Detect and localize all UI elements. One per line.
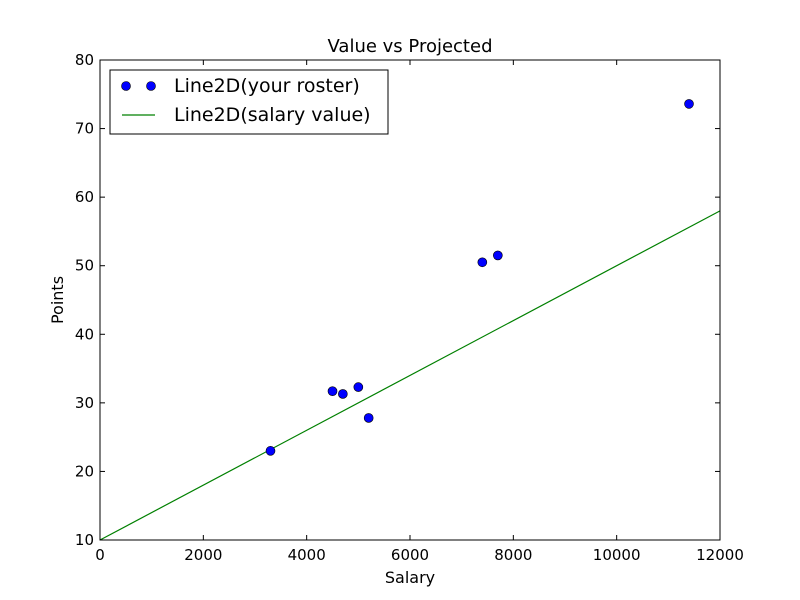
y-tick-label: 20 <box>75 462 94 480</box>
x-tick-label: 10000 <box>593 546 641 564</box>
x-tick-label: 8000 <box>494 546 532 564</box>
x-tick-label: 6000 <box>391 546 429 564</box>
data-point-7 <box>493 250 503 261</box>
series-line-salary-value <box>99 210 721 541</box>
y-tick-label: 80 <box>75 51 94 69</box>
y-tick-label: 60 <box>75 188 94 206</box>
legend-marker-roster-2 <box>146 81 156 91</box>
data-point-5 <box>363 413 374 423</box>
y-tick-label: 10 <box>75 531 94 549</box>
x-tick-label: 2000 <box>184 546 222 564</box>
data-point-6 <box>477 257 488 268</box>
data-point-4 <box>353 382 364 392</box>
data-point-2 <box>327 386 338 397</box>
y-axis-label: Points <box>48 276 67 324</box>
x-tick-label: 0 <box>95 546 105 564</box>
x-tick-label: 12000 <box>696 546 744 564</box>
x-tick-label: 4000 <box>288 546 326 564</box>
y-tick-label: 40 <box>75 325 94 343</box>
legend-marker-roster-1 <box>121 81 131 91</box>
plot-area <box>99 99 721 541</box>
chart-title: Value vs Projected <box>328 36 493 57</box>
axis-ticks: 0 2000 4000 6000 8000 10000 12000 10 20 30 40 50 60 7… <box>75 51 744 564</box>
legend: Line2D(your roster) Line2D(salary value) <box>109 69 389 135</box>
y-tick-label: 50 <box>75 257 94 275</box>
y-tick-label: 30 <box>75 394 94 412</box>
data-point-1 <box>265 446 276 456</box>
data-point-3 <box>338 389 348 399</box>
y-tick-label: 70 <box>75 120 94 138</box>
legend-label-salary-value: Line2D(salary value) <box>174 104 371 126</box>
data-point-8 <box>684 99 694 109</box>
legend-label-roster: Line2D(your roster) <box>174 75 360 97</box>
x-axis-label: Salary <box>385 568 435 587</box>
legend-box <box>109 69 389 135</box>
